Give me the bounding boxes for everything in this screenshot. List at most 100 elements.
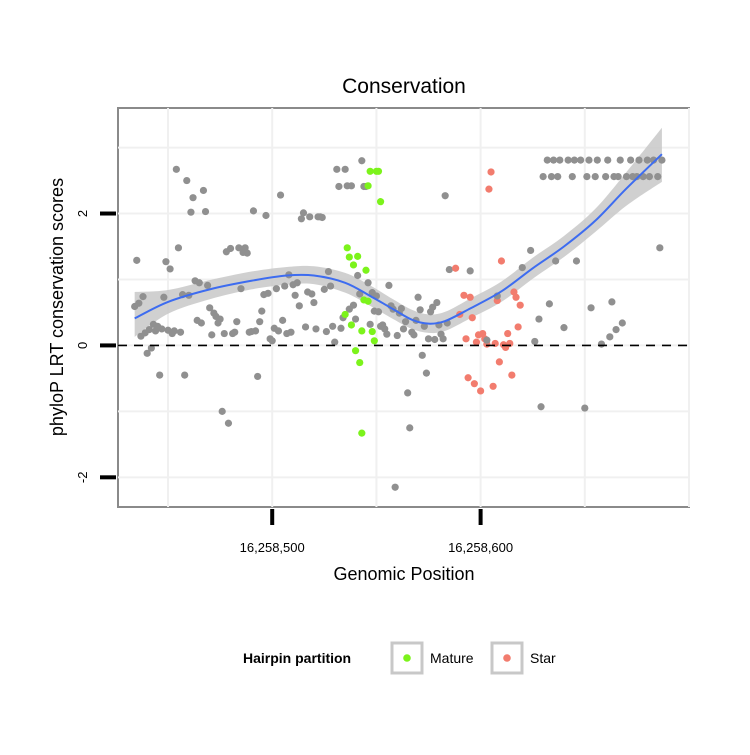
- data-point: [356, 358, 364, 367]
- data-point: [324, 267, 333, 276]
- x-axis-label: Genomic Position: [333, 564, 474, 584]
- data-point: [366, 320, 374, 328]
- data-point: [543, 156, 551, 164]
- data-point: [174, 244, 183, 252]
- data-point: [347, 321, 356, 329]
- data-point: [554, 172, 562, 181]
- data-point: [145, 325, 153, 334]
- data-point: [414, 293, 422, 301]
- data-point: [608, 298, 616, 306]
- data-point: [364, 297, 372, 305]
- data-point: [654, 172, 662, 181]
- data-point: [258, 307, 266, 315]
- data-point: [460, 291, 468, 299]
- data-point: [545, 300, 553, 308]
- data-point: [583, 172, 591, 181]
- data-point: [183, 176, 191, 185]
- data-point: [170, 327, 178, 335]
- data-point: [224, 419, 233, 427]
- data-point: [312, 325, 320, 333]
- data-point: [243, 249, 251, 257]
- data-point: [329, 322, 337, 330]
- data-point: [616, 156, 624, 164]
- data-point: [397, 304, 406, 313]
- data-point: [231, 328, 239, 336]
- data-point: [370, 337, 378, 345]
- data-point: [477, 387, 485, 395]
- data-point: [287, 328, 295, 336]
- data-point: [401, 318, 410, 326]
- data-point: [649, 156, 658, 164]
- legend-label-star: Star: [530, 650, 556, 666]
- legend-title: Hairpin partition: [243, 650, 351, 666]
- data-point: [572, 257, 581, 265]
- data-point: [320, 285, 328, 293]
- data-point: [351, 315, 360, 323]
- data-point: [335, 182, 343, 191]
- y-axis-label: phyloP LRT conservation scores: [47, 178, 67, 436]
- data-point: [518, 264, 526, 272]
- data-point: [364, 279, 372, 287]
- data-point: [385, 281, 393, 290]
- data-point: [489, 382, 497, 390]
- data-point: [204, 281, 212, 290]
- data-point: [618, 319, 626, 327]
- data-point: [604, 156, 612, 164]
- data-point: [422, 369, 431, 377]
- data-point: [483, 336, 491, 344]
- data-point: [281, 282, 289, 290]
- data-point: [251, 327, 260, 335]
- data-point: [470, 380, 478, 388]
- data-point: [464, 374, 472, 382]
- data-point: [374, 308, 383, 316]
- data-point: [356, 290, 364, 298]
- data-point: [322, 327, 330, 336]
- plot-panel: [117, 107, 690, 508]
- data-point: [658, 156, 666, 164]
- data-point: [570, 156, 578, 164]
- data-point: [318, 213, 326, 222]
- data-point: [354, 252, 362, 260]
- data-point: [560, 324, 568, 332]
- data-point: [362, 266, 370, 274]
- data-point: [172, 165, 180, 173]
- data-point: [466, 293, 474, 301]
- data-point: [166, 265, 174, 273]
- data-point: [189, 194, 197, 202]
- data-point: [614, 172, 622, 181]
- data-point: [622, 172, 631, 181]
- data-point: [358, 327, 366, 335]
- data-point: [256, 318, 264, 326]
- data-point: [587, 304, 595, 312]
- y-tick-label: 0: [75, 342, 90, 349]
- data-point: [581, 404, 589, 412]
- data-point: [218, 407, 226, 415]
- data-point: [512, 293, 520, 301]
- data-point: [254, 372, 262, 381]
- data-point: [633, 172, 641, 181]
- data-point: [364, 182, 372, 190]
- data-point: [262, 211, 270, 220]
- data-point: [612, 325, 620, 334]
- data-point: [297, 215, 305, 223]
- data-point: [135, 299, 143, 307]
- data-point: [531, 337, 539, 346]
- data-point: [552, 257, 560, 265]
- data-point: [556, 156, 564, 164]
- data-point: [431, 335, 439, 344]
- data-point: [337, 324, 345, 332]
- data-point: [424, 335, 433, 343]
- data-point: [399, 325, 408, 333]
- data-point: [468, 314, 476, 322]
- data-point: [276, 191, 285, 199]
- data-point: [274, 327, 283, 335]
- data-point: [293, 279, 301, 287]
- legend-key-star-dot: [503, 654, 511, 662]
- confidence-band-area: [134, 127, 662, 337]
- data-point: [516, 301, 524, 309]
- data-point: [358, 157, 366, 165]
- data-point: [301, 323, 310, 331]
- data-point: [216, 315, 224, 323]
- data-point: [514, 323, 522, 331]
